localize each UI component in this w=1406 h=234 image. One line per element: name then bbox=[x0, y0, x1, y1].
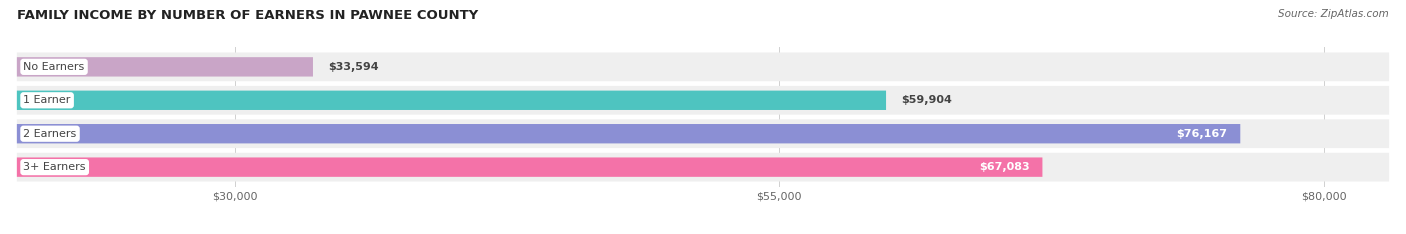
FancyBboxPatch shape bbox=[17, 153, 1389, 182]
FancyBboxPatch shape bbox=[17, 91, 886, 110]
Text: Source: ZipAtlas.com: Source: ZipAtlas.com bbox=[1278, 9, 1389, 19]
FancyBboxPatch shape bbox=[17, 124, 1240, 143]
Text: $33,594: $33,594 bbox=[328, 62, 378, 72]
Text: 2 Earners: 2 Earners bbox=[24, 129, 77, 139]
Text: No Earners: No Earners bbox=[24, 62, 84, 72]
Text: 1 Earner: 1 Earner bbox=[24, 95, 70, 105]
Text: $59,904: $59,904 bbox=[901, 95, 952, 105]
Text: 3+ Earners: 3+ Earners bbox=[24, 162, 86, 172]
FancyBboxPatch shape bbox=[17, 52, 1389, 81]
FancyBboxPatch shape bbox=[17, 119, 1389, 148]
FancyBboxPatch shape bbox=[17, 157, 1042, 177]
Text: FAMILY INCOME BY NUMBER OF EARNERS IN PAWNEE COUNTY: FAMILY INCOME BY NUMBER OF EARNERS IN PA… bbox=[17, 9, 478, 22]
Text: $76,167: $76,167 bbox=[1177, 129, 1227, 139]
FancyBboxPatch shape bbox=[17, 57, 314, 77]
Text: $67,083: $67,083 bbox=[979, 162, 1029, 172]
FancyBboxPatch shape bbox=[17, 86, 1389, 115]
